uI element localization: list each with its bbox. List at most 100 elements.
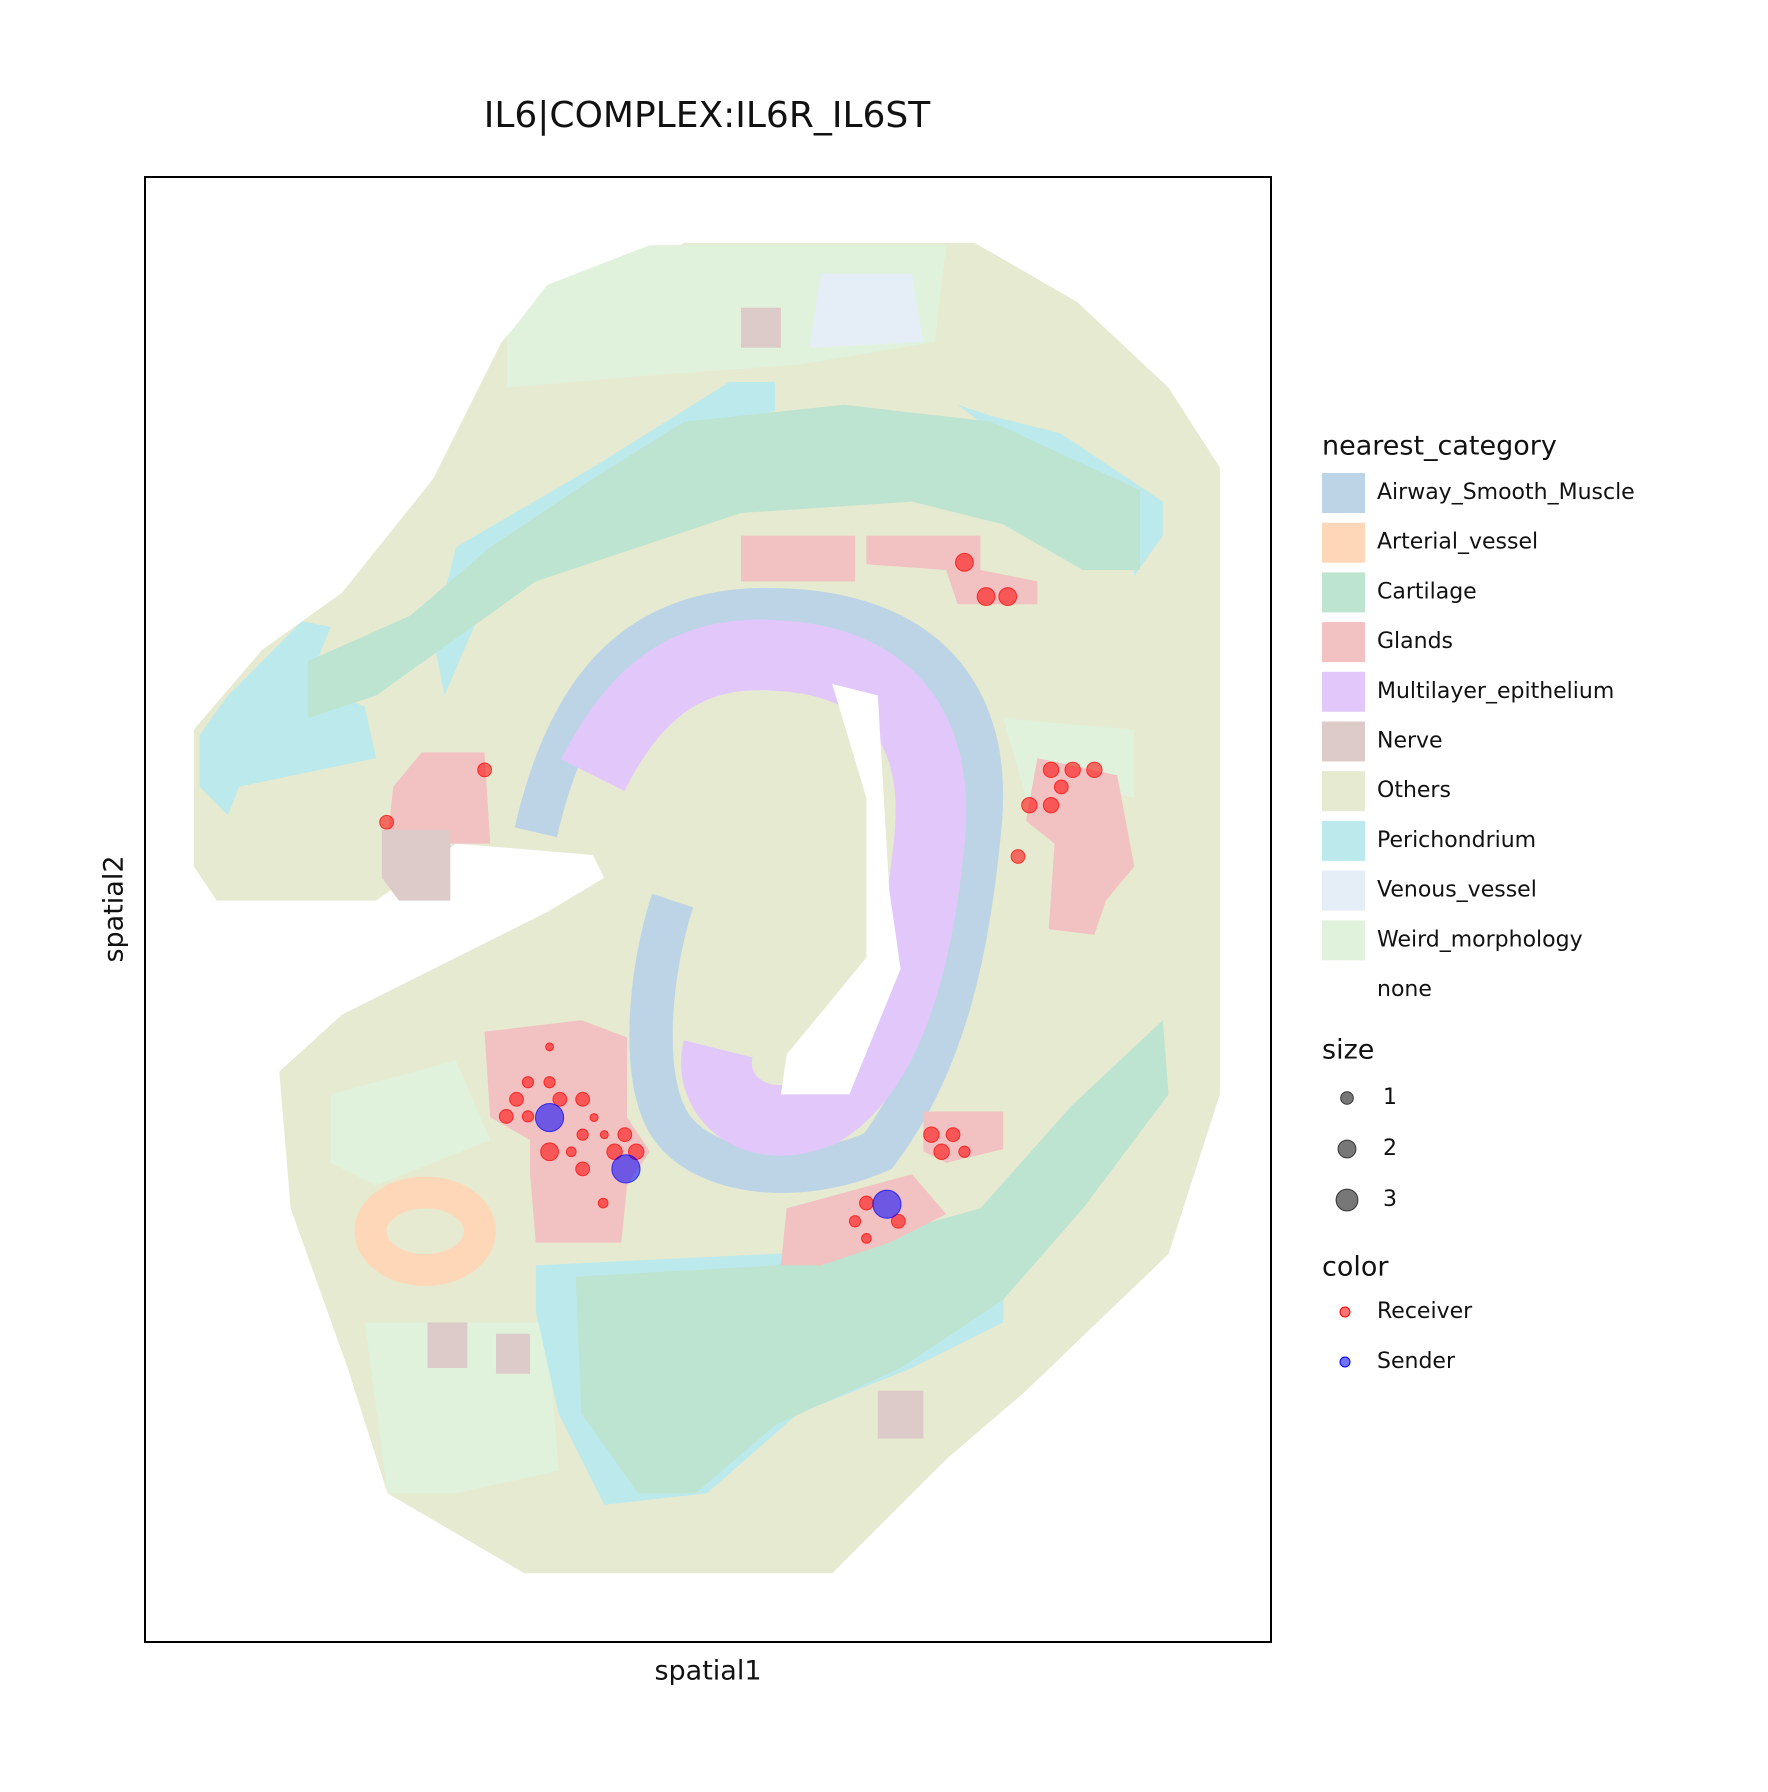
tissue-region [780, 684, 901, 1095]
point [606, 1143, 623, 1160]
x-axis-label: spatial1 [654, 1656, 761, 1687]
point [617, 1127, 633, 1143]
legend-swatch [1322, 870, 1365, 911]
point [509, 1091, 524, 1107]
point [498, 1109, 514, 1124]
legend-label: Weird_morphology [1377, 927, 1583, 952]
point [565, 1146, 577, 1158]
point [923, 1126, 940, 1143]
point [976, 587, 996, 606]
point [576, 1128, 589, 1141]
tissue-region [575, 1020, 1169, 1494]
legend-swatch [1322, 920, 1365, 961]
point [611, 1154, 641, 1184]
point [543, 1076, 556, 1089]
point [945, 1127, 961, 1143]
tissue-region [387, 752, 491, 844]
legend-label: Nerve [1377, 729, 1443, 754]
point [575, 1161, 591, 1177]
legend-label: Receiver [1377, 1299, 1473, 1324]
point [1053, 779, 1069, 795]
point [597, 1197, 609, 1209]
point [1010, 849, 1026, 864]
tissue-region [561, 619, 967, 1156]
point [379, 814, 395, 830]
point [859, 1195, 874, 1211]
point [955, 552, 974, 572]
point [545, 1042, 555, 1052]
plot-frame [144, 176, 1272, 1643]
point [890, 1213, 906, 1229]
legend-title: color [1322, 1252, 1389, 1283]
point [540, 1142, 559, 1162]
point [1021, 796, 1038, 814]
legend-label: Venous_vessel [1377, 878, 1537, 903]
point [477, 762, 493, 778]
tissue-region [741, 307, 781, 348]
point [521, 1110, 535, 1123]
point [998, 587, 1018, 606]
tissue-region [354, 1176, 496, 1286]
legend-label: Perichondrium [1377, 828, 1536, 853]
point [872, 1189, 902, 1219]
point [1086, 761, 1103, 779]
legend-label: 2 [1383, 1136, 1397, 1161]
tissue-region [199, 621, 377, 816]
tissue-region [741, 535, 855, 582]
chart-title: IL6|COMPLEX:IL6R_IL6ST [484, 95, 932, 136]
tissue-region [484, 1020, 650, 1243]
legend-label: Cartilage [1377, 579, 1477, 604]
legend-marker [1339, 1356, 1351, 1368]
size-legend-marker [1337, 1139, 1357, 1159]
legend-label: Arterial_vessel [1377, 530, 1538, 555]
point [1064, 761, 1081, 779]
legend-swatch [1322, 473, 1365, 513]
point [1042, 796, 1060, 814]
point [575, 1091, 591, 1107]
size-legend-marker [1340, 1091, 1354, 1105]
tissue-map [193, 242, 1220, 1574]
tissue-region [381, 829, 451, 901]
size-legend-marker [1335, 1188, 1359, 1212]
point [552, 1091, 568, 1107]
tissue-region [780, 1174, 947, 1266]
legend-label: 3 [1383, 1187, 1397, 1212]
point [1042, 761, 1060, 779]
legend-label: 1 [1383, 1085, 1397, 1110]
point [521, 1076, 535, 1089]
point [599, 1130, 609, 1140]
legend-swatch [1322, 820, 1365, 861]
legend-title: nearest_category [1322, 431, 1557, 462]
y-axis-label: spatial2 [99, 855, 130, 962]
legend-swatch [1322, 622, 1365, 663]
legend-marker [1339, 1306, 1351, 1318]
legend-label: Airway_Smooth_Muscle [1377, 480, 1635, 505]
legend-label: none [1377, 977, 1432, 1002]
legend-title: size [1322, 1035, 1374, 1066]
legend-label: Others [1377, 778, 1451, 803]
legend-swatch [1322, 721, 1365, 762]
legend-swatch [1322, 771, 1365, 812]
point [933, 1143, 950, 1160]
legend-swatch [1322, 970, 1365, 1010]
point [861, 1233, 872, 1244]
legend-swatch [1322, 671, 1365, 712]
legend-swatch [1322, 522, 1365, 563]
legend-label: Sender [1377, 1349, 1456, 1374]
point [848, 1215, 862, 1228]
tissue-region [495, 1333, 531, 1374]
legend-label: Glands [1377, 629, 1453, 654]
tissue-region [866, 535, 1038, 605]
point [958, 1145, 971, 1158]
point [589, 1113, 599, 1123]
point [534, 1102, 565, 1133]
tissue-region [809, 273, 924, 348]
tissue-region [514, 588, 1004, 1193]
tissue-region [427, 1322, 468, 1368]
tissue-region [433, 381, 776, 696]
legend-swatch [1322, 572, 1365, 613]
tissue-region [330, 1060, 491, 1186]
legend-label: Multilayer_epithelium [1377, 679, 1614, 704]
tissue-region [877, 1390, 924, 1439]
